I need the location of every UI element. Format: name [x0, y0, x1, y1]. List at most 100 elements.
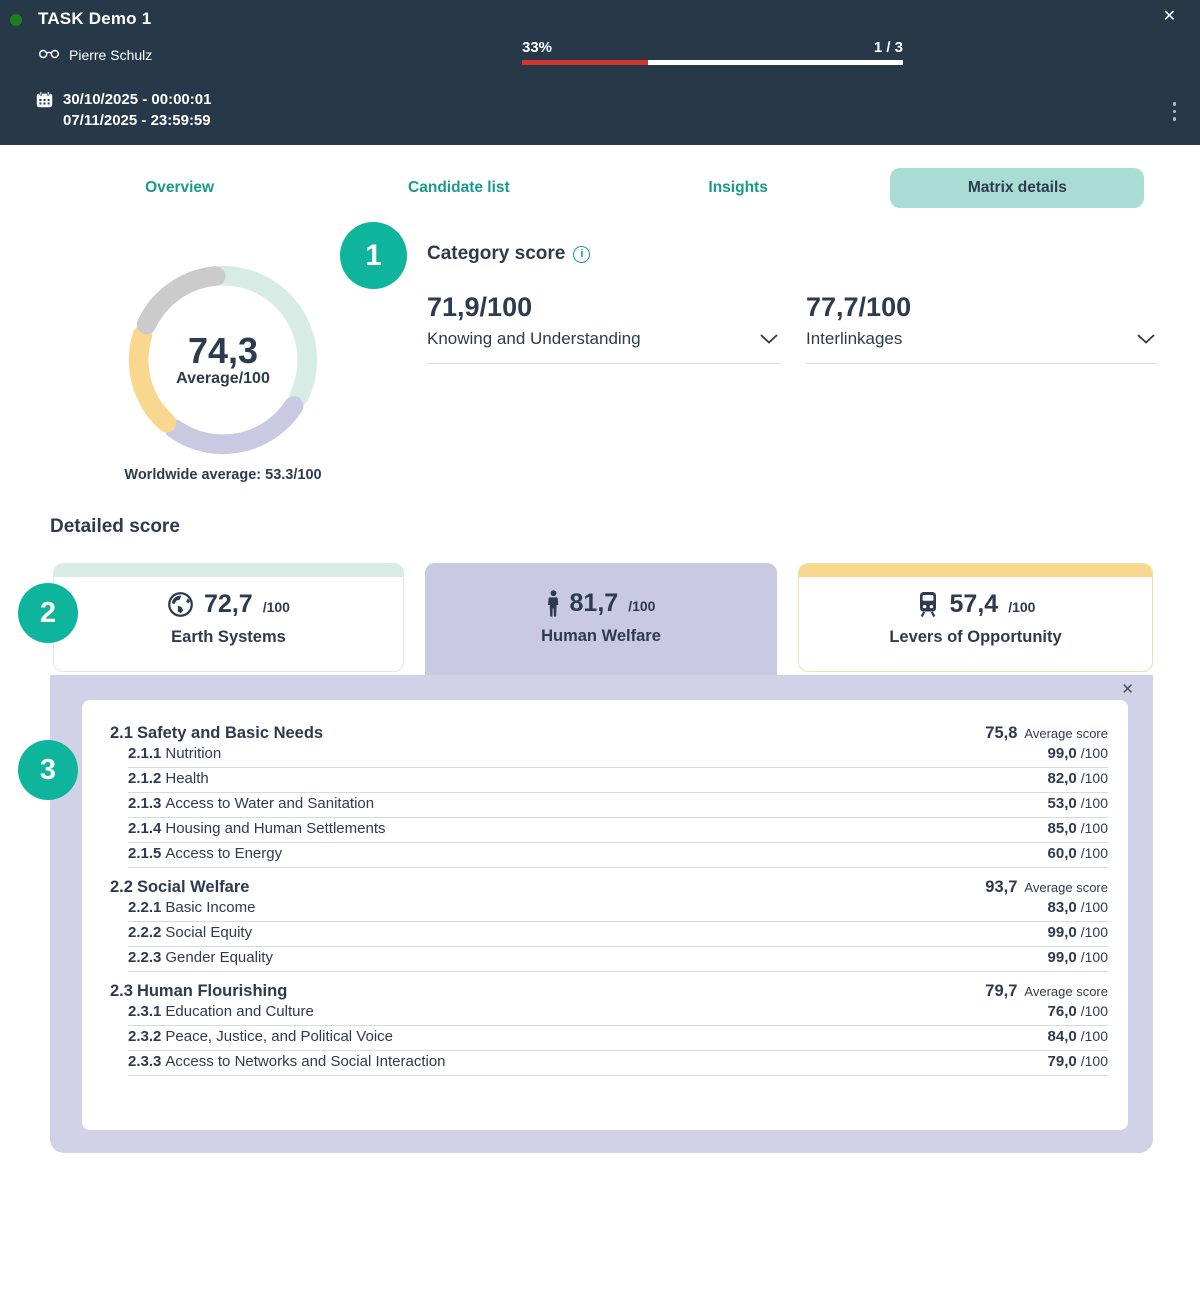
tab-insights[interactable]: Insights [611, 168, 865, 208]
sub-row-score: 85,0 [1047, 820, 1077, 837]
donut-segment-gray [128, 265, 318, 455]
category-score-label: Category score [427, 243, 566, 264]
detail-section-row: 2.3 Human Flourishing 79,7 Average score [110, 982, 1108, 1001]
task-title: TASK Demo 1 [38, 9, 152, 28]
annotation-badge-3: 3 [18, 740, 78, 800]
sub-row-code: 2.2.2 [128, 924, 162, 941]
detailed-score-title: Detailed score [50, 516, 180, 537]
sub-row-code: 2.1.2 [128, 770, 162, 787]
sub-row-code: 2.1.1 [128, 745, 162, 762]
info-icon[interactable]: i [573, 245, 591, 263]
date-end: 07/11/2025 - 23:59:59 [63, 112, 211, 129]
card-score: 72,7 [204, 590, 253, 618]
donut-segment-yellow [128, 265, 318, 455]
section-score: 93,7 [985, 878, 1018, 896]
sub-row-score: 82,0 [1047, 770, 1077, 787]
sub-row-score-suffix: /100 [1080, 820, 1108, 836]
detail-sub-row: 2.1.2 Health 82,0/100 [128, 768, 1108, 793]
card-score-max: /100 [1008, 599, 1036, 615]
section-code: 2.1 [110, 724, 133, 742]
card-levers-of-opportunity[interactable]: 57,4 /100 Levers of Opportunity [798, 563, 1153, 672]
sub-row-score: 83,0 [1047, 899, 1077, 916]
tab-insights-cell: Insights [599, 168, 878, 208]
sub-row-score: 53,0 [1047, 795, 1077, 812]
sub-row-label: Social Equity [165, 924, 253, 941]
category-score-interlinkages: 77,7/100 Interlinkages [806, 292, 1157, 364]
sub-row-label: Gender Equality [165, 949, 273, 966]
user-row: Pierre Schulz [38, 47, 152, 63]
tab-overview-cell: Overview [40, 168, 319, 208]
progress-bar [522, 60, 903, 65]
chevron-down-icon[interactable] [758, 332, 780, 346]
sub-row-score: 84,0 [1047, 1028, 1077, 1045]
category-score-knowing: 71,9/100 Knowing and Understanding [427, 292, 780, 364]
sub-row-label: Housing and Human Settlements [165, 820, 386, 837]
sub-row-score-suffix: /100 [1080, 795, 1108, 811]
detail-sub-row: 2.1.3 Access to Water and Sanitation 53,0… [128, 793, 1108, 818]
sub-row-code: 2.3.1 [128, 1003, 162, 1020]
card-earth-systems[interactable]: 72,7 /100 Earth Systems [53, 563, 404, 672]
chevron-down-icon[interactable] [1135, 332, 1157, 346]
sub-row-score-suffix: /100 [1080, 845, 1108, 861]
donut-svg [128, 265, 318, 455]
card-label: Levers of Opportunity [889, 628, 1062, 646]
section-code: 2.2 [110, 878, 133, 896]
section-score-suffix: Average score [1024, 726, 1108, 741]
detail-sub-row: 2.1.4 Housing and Human Settlements 85,0/… [128, 818, 1108, 843]
sub-row-label: Education and Culture [165, 1003, 314, 1020]
status-dot [10, 14, 22, 26]
train-icon [916, 591, 940, 618]
tab-matrix-details[interactable]: Matrix details [890, 168, 1145, 208]
tab-candidate-list[interactable]: Candidate list [332, 168, 586, 208]
sub-row-score: 60,0 [1047, 845, 1077, 862]
sub-row-score: 99,0 [1047, 745, 1077, 762]
globe-icon [167, 591, 194, 618]
section-title: Safety and Basic Needs [136, 724, 324, 742]
average-donut-chart: 74,3 Average/100 [125, 262, 321, 458]
donut-caption: Average/100 [176, 369, 270, 387]
sub-row-label: Health [165, 770, 209, 787]
card-accent-strip [54, 564, 403, 577]
donut-segment-lavender [128, 265, 318, 455]
progress-percent: 33% [522, 39, 553, 56]
detail-section-row: 2.2 Social Welfare 93,7 Average score [110, 878, 1108, 897]
detail-sub-row: 2.2.2 Social Equity 99,0/100 [128, 922, 1108, 947]
progress-bar-fill [522, 60, 648, 65]
section-score: 79,7 [985, 982, 1018, 1000]
donut-value: 74,3 [187, 329, 259, 371]
tab-bar: Overview Candidate list Insights Matrix … [40, 168, 1157, 208]
tab-overview[interactable]: Overview [53, 168, 307, 208]
date-range: 30/10/2025 - 00:00:01 07/11/2025 - 23:59… [36, 89, 211, 131]
tab-candidate-list-cell: Candidate list [319, 168, 598, 208]
sub-row-label: Basic Income [165, 899, 256, 916]
user-name: Pierre Schulz [69, 47, 153, 63]
section-code: 2.3 [110, 982, 133, 1000]
section-score-suffix: Average score [1024, 880, 1108, 895]
section-score-suffix: Average score [1024, 984, 1108, 999]
annotation-badge-1: 1 [340, 222, 407, 289]
sub-row-code: 2.3.2 [128, 1028, 162, 1045]
card-score: 57,4 [949, 590, 999, 618]
sub-row-score-suffix: /100 [1080, 745, 1108, 761]
category-score-title: Category score i [427, 243, 591, 265]
sub-row-code: 2.2.3 [128, 949, 162, 966]
sub-row-label: Peace, Justice, and Political Voice [165, 1028, 394, 1045]
sub-row-score-suffix: /100 [1080, 924, 1108, 940]
card-accent-strip [425, 563, 777, 576]
section-title: Human Flourishing [136, 982, 288, 1000]
sub-row-score-suffix: /100 [1080, 949, 1108, 965]
person-icon [547, 589, 560, 618]
card-human-welfare[interactable]: 81,7 /100 Human Welfare [425, 563, 777, 675]
close-icon[interactable]: ✕ [1157, 8, 1182, 26]
kebab-menu-icon[interactable] [1171, 100, 1179, 123]
sub-row-label: Access to Water and Sanitation [165, 795, 375, 812]
card-accent-strip [799, 564, 1152, 577]
card-label: Earth Systems [171, 628, 286, 646]
card-score-max: /100 [628, 598, 656, 614]
panel-close-icon[interactable]: ✕ [1115, 679, 1140, 699]
detail-sub-row: 2.3.1 Education and Culture 76,0/100 [128, 1001, 1108, 1026]
detail-card: 2.1 Safety and Basic Needs 75,8 Average sc… [82, 700, 1128, 1130]
sub-row-score: 99,0 [1047, 949, 1077, 966]
card-score: 81,7 [569, 589, 619, 617]
category-score-name: Interlinkages [806, 329, 903, 348]
